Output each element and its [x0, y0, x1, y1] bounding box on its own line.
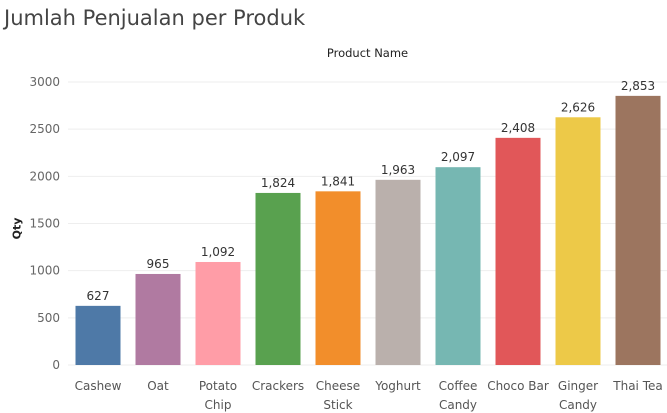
x-tick-label: Coffee: [439, 379, 478, 393]
x-tick-label: Choco Bar: [487, 379, 549, 393]
x-tick-label: Candy: [439, 398, 477, 412]
y-tick-label: 1500: [29, 217, 60, 231]
bar: [555, 117, 601, 365]
bar: [315, 191, 361, 365]
column-header: Product Name: [326, 46, 409, 60]
chart-title: Jumlah Penjualan per Produk: [4, 6, 306, 30]
bar: [495, 137, 541, 365]
bar: [75, 305, 121, 365]
data-label: 1,963: [381, 163, 415, 177]
bar: [195, 261, 241, 365]
data-label: 627: [87, 289, 110, 303]
x-tick-label: Ginger: [558, 379, 598, 393]
x-tick-label: Candy: [559, 398, 597, 412]
data-label: 2,853: [621, 79, 655, 93]
data-label: 2,626: [561, 100, 595, 114]
bar: [615, 95, 661, 365]
x-tick-label: Stick: [323, 398, 352, 412]
x-tick-label: Cheese: [316, 379, 360, 393]
x-tick-label: Oat: [147, 379, 169, 393]
y-tick-label: 0: [52, 358, 60, 372]
y-tick-label: 500: [37, 311, 60, 325]
x-tick-label: Crackers: [252, 379, 304, 393]
bar: [255, 192, 301, 365]
y-tick-label: 1000: [29, 264, 60, 278]
x-tick-label: Chip: [205, 398, 232, 412]
y-tick-label: 2500: [29, 122, 60, 136]
x-tick-label: Potato: [199, 379, 237, 393]
data-label: 1,092: [201, 245, 235, 259]
data-label: 965: [147, 257, 170, 271]
x-tick-label: Cashew: [75, 379, 122, 393]
bar: [135, 273, 181, 365]
y-tick-label: 2000: [29, 169, 60, 183]
data-label: 2,097: [441, 150, 475, 164]
bar: [435, 167, 481, 365]
bar: [375, 179, 421, 365]
y-tick-label: 3000: [29, 75, 60, 89]
x-tick-label: Yoghurt: [374, 379, 421, 393]
x-tick-label: Thai Tea: [612, 379, 662, 393]
data-label: 1,824: [261, 176, 295, 190]
data-label: 2,408: [501, 121, 535, 135]
data-label: 1,841: [321, 174, 355, 188]
